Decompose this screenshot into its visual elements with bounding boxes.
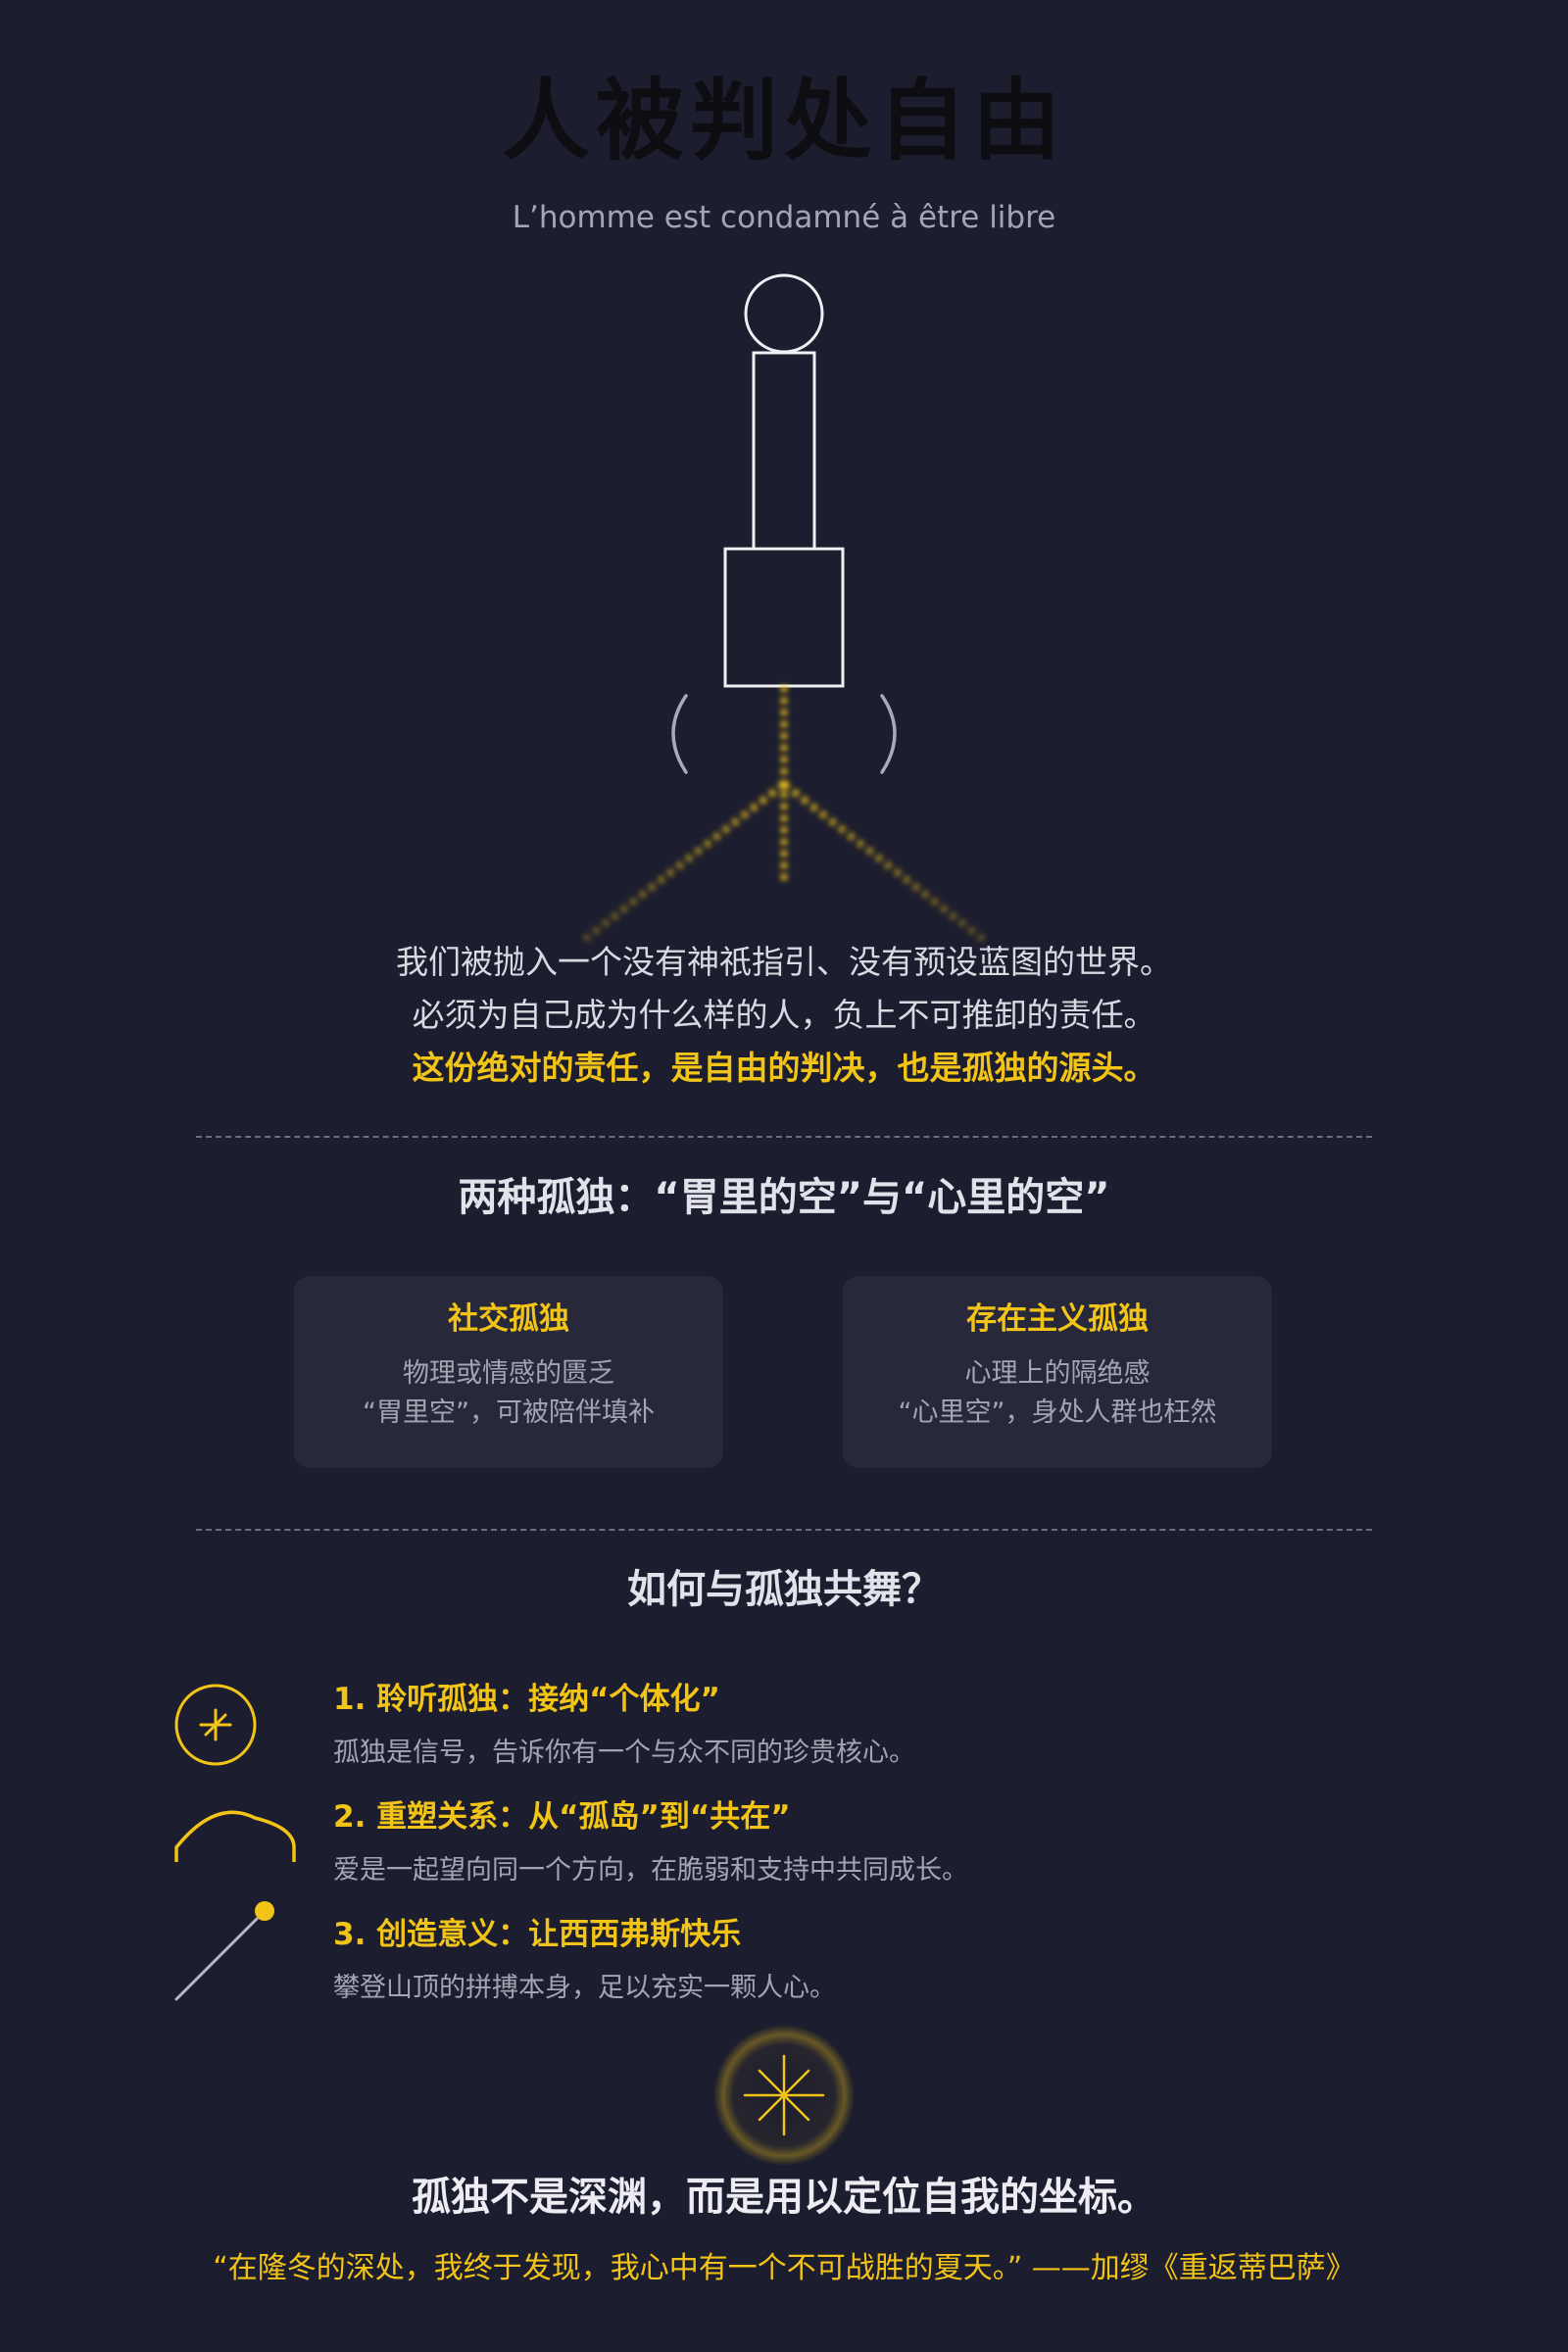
branching-dotted-path-icon <box>580 686 988 944</box>
dance-heading: 如何与孤独共舞？ <box>627 1567 941 1612</box>
parenthesis-marks <box>671 694 897 774</box>
intro-text: 我们被抛入一个没有神祇指引、没有预设蓝图的世界。 必须为自己成为什么样的人，负上… <box>0 936 1568 1095</box>
intro-line-2: 必须为自己成为什么样的人，负上不可推卸的责任。 <box>412 996 1156 1034</box>
two-kinds-heading: 两种孤独：“胃里的空”与“心里的空” <box>458 1175 1110 1220</box>
closing-statement: 孤独不是深渊，而是用以定位自我的坐标。 <box>412 2175 1156 2220</box>
intro-line-1: 我们被抛入一个没有神祇指引、没有预设蓝图的世界。 <box>396 943 1172 981</box>
card-line: “胃里空”，可被陪伴填补 <box>363 1397 655 1429</box>
section-divider <box>196 1136 1372 1138</box>
step-2-title: 2. 重塑关系：从“孤岛”到“共在” <box>333 1799 791 1835</box>
arch-icon <box>174 1810 296 1862</box>
social-loneliness-card: 社交孤独 物理或情感的匮乏 “胃里空”，可被陪伴填补 <box>294 1276 723 1468</box>
page-title: 人被判处自由 <box>502 70 1066 172</box>
figure-illustration <box>580 273 988 944</box>
card-line: “心里空”，身处人群也枉然 <box>898 1397 1217 1429</box>
slope-ball-icon <box>174 1901 274 2001</box>
section-divider <box>196 1529 1372 1531</box>
circle-star-icon <box>174 1684 257 1766</box>
step-3-title: 3. 创造意义：让西西弗斯快乐 <box>333 1917 742 1952</box>
step-1-title: 1. 聆听孤独：接纳“个体化” <box>333 1682 720 1717</box>
existential-loneliness-card: 存在主义孤独 心理上的隔绝感 “心里空”，身处人群也枉然 <box>843 1276 1272 1468</box>
card-line: 心理上的隔绝感 <box>964 1358 1151 1390</box>
step-3-description: 攀登山顶的拼搏本身，足以充实一颗人心。 <box>333 1973 836 2003</box>
card-title: 社交孤独 <box>448 1301 569 1337</box>
card-line: 物理或情感的匮乏 <box>403 1358 614 1390</box>
camus-quote: “在隆冬的深处，我终于发现，我心中有一个不可战胜的夏天。” ——加缪《重返蒂巴萨… <box>213 2251 1355 2285</box>
intro-highlight: 这份绝对的责任，是自由的判决，也是孤独的源头。 <box>412 1049 1156 1087</box>
step-1-description: 孤独是信号，告诉你有一个与众不同的珍贵核心。 <box>333 1738 915 1768</box>
page-subtitle: L’homme est condamné à être libre <box>512 200 1056 235</box>
step-2-description: 爱是一起望向同一个方向，在脆弱和支持中共同成长。 <box>333 1855 968 1886</box>
card-title: 存在主义孤独 <box>966 1301 1149 1337</box>
